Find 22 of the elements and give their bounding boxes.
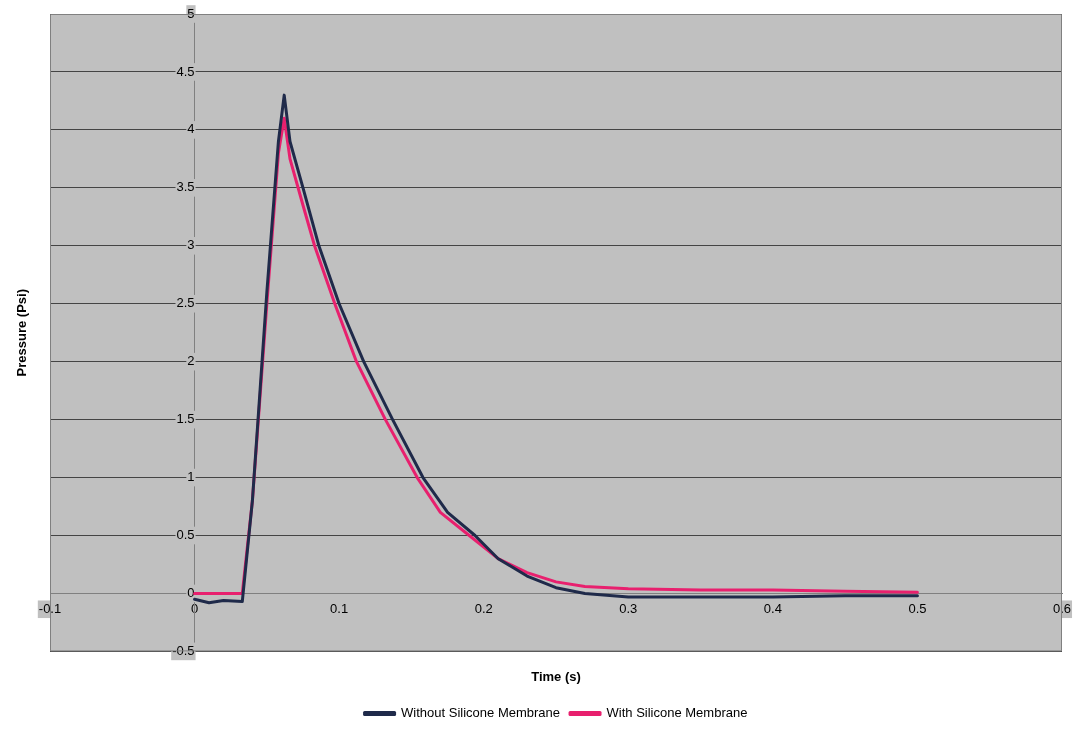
x-tick-label: 0.3 (619, 600, 638, 616)
y-tick-label: 1.5 (176, 411, 195, 427)
x-tick-label: 0.6 (1052, 600, 1072, 616)
y-tick-label: 3 (187, 237, 195, 253)
y-tick-label: 4 (187, 121, 195, 137)
y-tick-label: 4.5 (176, 63, 195, 79)
y-tick-label: 2 (187, 353, 195, 369)
y-tick-label: 0.5 (176, 527, 195, 543)
legend-label: With Silicone Membrane (606, 705, 748, 721)
y-tick-label: 1 (187, 469, 195, 485)
x-axis-title: Time (s) (531, 669, 581, 685)
x-tick-label: 0.5 (908, 600, 927, 616)
y-tick-label: -0.5 (172, 642, 195, 658)
y-tick-label: 2.5 (176, 295, 195, 311)
x-tick-label: 0.1 (330, 600, 349, 616)
y-tick-label: 3.5 (176, 179, 195, 195)
x-tick-label: -0.1 (38, 600, 62, 616)
y-tick-label: 5 (187, 5, 195, 21)
x-tick-label: 0.4 (763, 600, 782, 616)
x-tick-label: 0.2 (474, 600, 493, 616)
y-axis-title: Pressure (Psi) (13, 288, 29, 377)
legend-label: Without Silicone Membrane (401, 705, 561, 721)
